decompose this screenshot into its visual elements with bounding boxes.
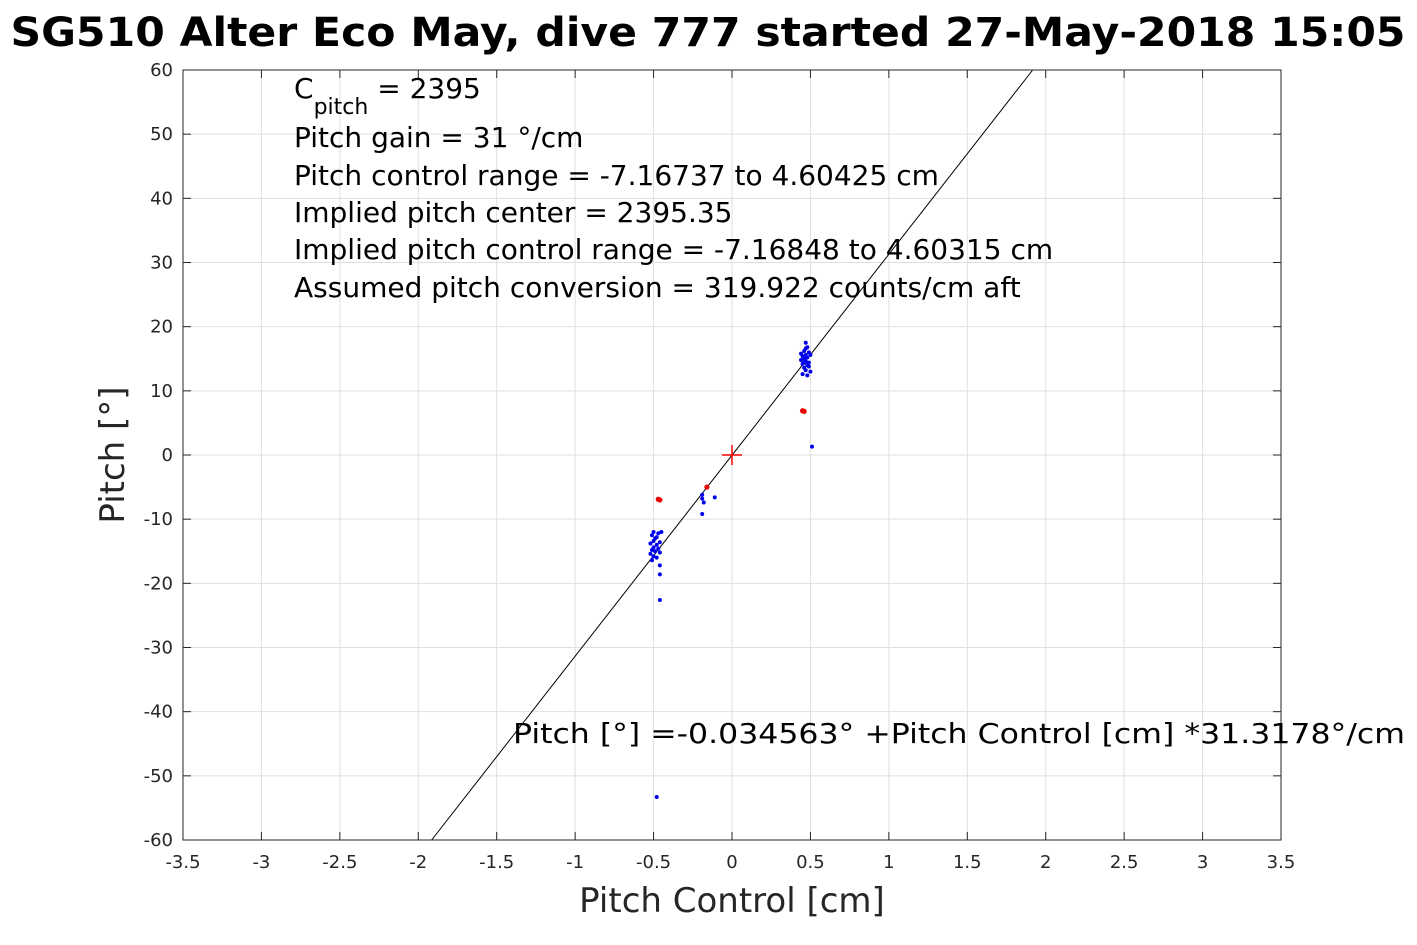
good-data-point-24: [651, 530, 656, 534]
x-tick-label-7: 0: [726, 852, 737, 873]
y-tick-label-1: -50: [144, 766, 173, 787]
x-tick-label-9: 1: [883, 852, 894, 873]
annotation-cpitch-subscript: pitch: [314, 95, 369, 120]
good-data-point-50: [700, 512, 705, 517]
y-tick-label-4: -20: [144, 573, 173, 594]
annotation-cpitch-base: C: [294, 72, 314, 105]
y-tick-label-0: -60: [144, 830, 173, 851]
x-tick-label-13: 3: [1197, 852, 1208, 873]
good-data-point-21: [803, 346, 808, 351]
x-tick-label-11: 2: [1040, 852, 1051, 873]
good-data-point-29: [654, 542, 659, 547]
x-tick-label-3: -2: [409, 852, 427, 873]
y-tick-label-9: 30: [150, 253, 173, 274]
good-data-point-46: [654, 795, 659, 800]
grid-lines: [182, 69, 1282, 841]
chart-title: SG510 Alter Eco May, dive 777 started 27…: [11, 10, 1406, 56]
good-data-point-41: [659, 530, 664, 534]
x-tick-label-5: -1: [566, 852, 584, 873]
good-data-point-38: [657, 540, 662, 545]
x-tick-label-2: -2.5: [322, 852, 357, 873]
good-data-point-20: [802, 360, 807, 365]
good-data-point-14: [803, 368, 808, 373]
y-tick-label-7: 10: [150, 381, 173, 402]
x-tick-label-14: 3.5: [1267, 852, 1296, 873]
annotation-implied-range: Implied pitch control range = -7.16848 t…: [294, 233, 1053, 266]
good-data-point-28: [648, 541, 653, 546]
annotation-implied-center: Implied pitch center = 2395.35: [294, 196, 732, 229]
y-tick-label-5: -10: [144, 509, 173, 530]
annotation-cpitch-value: = 2395: [368, 72, 481, 105]
annotation-cpitch: Cpitch = 2395: [294, 72, 481, 120]
good-data-point-40: [657, 550, 662, 555]
axis-ticks: -3.5 -3 -2.5 -2 -1.5 -1 -0.5 0 0.5 1 1.5 2 2.5 3 3.5 -6…: [144, 60, 1296, 873]
good-data-point-48: [700, 496, 705, 501]
y-tick-label-12: 60: [150, 60, 173, 81]
good-data-point-37: [656, 531, 661, 536]
good-data-point-25: [650, 533, 655, 538]
x-tick-label-0: -3.5: [165, 852, 200, 873]
good-data-point-19: [808, 352, 813, 357]
x-tick-label-6: -0.5: [636, 852, 671, 873]
good-data-point-17: [805, 373, 810, 378]
good-data-point-34: [651, 554, 656, 559]
good-data-point-31: [650, 547, 655, 552]
good-data-point-6: [805, 355, 810, 360]
good-data-point-45: [657, 598, 662, 603]
annotation-pitch-conversion: Assumed pitch conversion = 319.922 count…: [294, 271, 1021, 304]
x-axis-label: Pitch Control [cm]: [579, 881, 885, 921]
good-data-point-47: [700, 492, 705, 497]
x-tick-label-8: 0.5: [796, 852, 825, 873]
fit-equation-label: Pitch [°] =-0.034563° +Pitch Control [cm…: [513, 717, 1405, 750]
x-tick-label-4: -1.5: [479, 852, 514, 873]
good-data-point-39: [656, 546, 661, 551]
good-data-point-42: [654, 535, 659, 540]
good-data-point-51: [712, 495, 717, 500]
y-tick-label-11: 50: [150, 124, 173, 145]
good-data-point-35: [654, 555, 659, 560]
good-data-point-22: [806, 364, 811, 369]
y-tick-label-2: -40: [144, 702, 173, 723]
flagged-data-point-4: [704, 484, 710, 490]
x-tick-label-1: -3: [252, 852, 270, 873]
flagged-data-point-1: [801, 408, 807, 414]
center-marker-group: [722, 445, 742, 465]
good-data-point-23: [809, 444, 814, 449]
good-data-point-0: [803, 340, 808, 345]
good-data-point-44: [657, 572, 662, 577]
y-tick-label-6: 0: [162, 445, 173, 466]
good-data-point-15: [808, 369, 813, 374]
annotation-pitch-gain: Pitch gain = 31 °/cm: [294, 121, 583, 154]
y-tick-label-10: 40: [150, 188, 173, 209]
good-data-point-32: [653, 549, 658, 554]
y-axis-label: Pitch [°]: [93, 386, 133, 523]
good-data-point-27: [651, 538, 656, 543]
y-tick-label-3: -30: [144, 638, 173, 659]
x-tick-label-12: 2.5: [1110, 852, 1139, 873]
annotation-control-range: Pitch control range = -7.16737 to 4.6042…: [294, 159, 939, 192]
x-tick-label-10: 1.5: [953, 852, 982, 873]
y-tick-label-8: 20: [150, 317, 173, 338]
good-data-point-36: [650, 558, 655, 563]
data-points: [648, 340, 814, 800]
good-data-point-33: [648, 551, 653, 556]
good-data-point-16: [800, 372, 805, 377]
good-data-point-43: [657, 563, 662, 568]
good-data-point-18: [799, 351, 804, 356]
good-data-point-49: [701, 500, 706, 505]
good-data-point-8: [799, 358, 804, 363]
flagged-data-point-3: [657, 497, 663, 503]
